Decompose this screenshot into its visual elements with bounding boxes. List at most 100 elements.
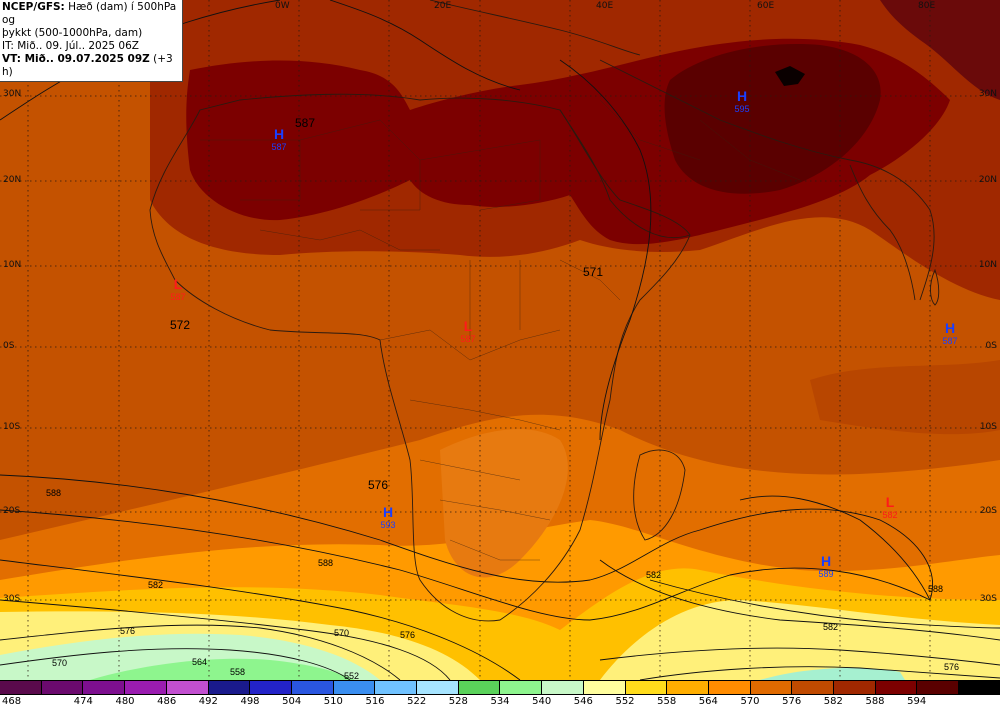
lat-label-right-20n: 20N <box>978 175 997 185</box>
lon-label-20e: 20E <box>434 1 452 11</box>
low-value: 587 <box>170 292 186 302</box>
lat-lon-grid <box>0 0 1000 680</box>
high-center-arabia: H 595 <box>727 88 757 114</box>
legend-tick-label: 546 <box>573 696 593 707</box>
legend-tick-label: 588 <box>865 696 885 707</box>
legend-tick-label: 582 <box>823 696 843 707</box>
lon-label-60e: 60E <box>757 1 775 11</box>
lat-label-right-30n: 30N <box>978 89 997 99</box>
high-center-sahara: H 587 <box>264 126 294 152</box>
legend-tick-label: 522 <box>407 696 427 707</box>
thickness-band-552-east <box>600 600 1000 680</box>
lon-label-80e: 80E <box>918 1 936 11</box>
lat-label-20n: 20N <box>3 175 22 185</box>
legend-tick-label: 474 <box>73 696 93 707</box>
legend-swatch <box>41 681 84 694</box>
lon-label-0w: 0W <box>275 1 290 11</box>
low-letter: L <box>463 318 473 334</box>
legend-swatch <box>0 681 42 694</box>
thickness-label: 571 <box>583 265 604 279</box>
thickness-label: 587 <box>295 116 316 130</box>
map-info-box: NCEP/GFS: Hæð (dam) í 500hPa og þykkt (5… <box>0 0 183 82</box>
contour-label: 558 <box>230 667 246 677</box>
thickness-band-570-interior <box>440 429 568 578</box>
high-center-namibia: H 593 <box>373 504 403 530</box>
legend-swatch <box>375 681 418 694</box>
legend-tick-label: 558 <box>657 696 677 707</box>
legend-tick-label: 486 <box>157 696 177 707</box>
coastlines <box>149 0 940 622</box>
legend-swatch <box>291 681 334 694</box>
thickness-band-576-east <box>810 360 1000 435</box>
legend-swatch <box>458 681 501 694</box>
legend-swatch <box>750 681 793 694</box>
high-value: 595 <box>734 104 750 114</box>
thickness-band-540 <box>90 658 355 680</box>
lon-label-40e: 40E <box>596 1 614 11</box>
info-title: NCEP/GFS: Hæð (dam) í 500hPa og <box>2 1 177 26</box>
low-value: 587 <box>460 334 476 344</box>
low-center-south-indian: L 582 <box>875 494 905 520</box>
legend-tick-label: 510 <box>323 696 343 707</box>
lat-label-10s: 10S <box>3 422 21 432</box>
contour-label: 582 <box>148 580 164 590</box>
legend-swatch <box>625 681 668 694</box>
lat-label-right-10s: 10S <box>979 422 997 432</box>
info-title-rest: Hæð (dam) í 500hPa og <box>2 1 177 26</box>
contour-label: 570 <box>52 658 68 668</box>
contour-label: 576 <box>400 630 416 640</box>
legend-swatch <box>667 681 709 694</box>
legend-swatch <box>166 681 209 694</box>
legend-tick-label: 528 <box>448 696 468 707</box>
lat-label-30n: 30N <box>3 89 22 99</box>
legend-swatch <box>583 681 626 694</box>
high-value: 587 <box>942 336 958 346</box>
legend-swatch <box>417 681 459 694</box>
low-center-central-africa: L 587 <box>453 318 483 344</box>
contour-label: 582 <box>823 622 839 632</box>
legend-tick-label: 594 <box>907 696 927 707</box>
lat-label-right-20s: 20S <box>979 506 997 516</box>
low-letter: L <box>173 276 183 292</box>
low-value: 582 <box>882 510 898 520</box>
lat-label-20s: 20S <box>3 506 21 516</box>
high-letter: H <box>736 88 748 104</box>
info-valid-time: VT: Mið.. 09.07.2025 09Z (+3 h) <box>2 53 180 79</box>
contour-label: 588 <box>928 584 944 594</box>
legend-tick-label: 570 <box>740 696 760 707</box>
legend-swatch <box>500 681 543 694</box>
legend-tick-label: 552 <box>615 696 635 707</box>
info-subtitle: þykkt (500-1000hPa, dam) <box>2 27 143 39</box>
high-center-mascarene: H 589 <box>811 553 841 579</box>
legend-swatch <box>250 681 292 694</box>
legend-swatch <box>208 681 251 694</box>
country-borders <box>200 99 801 561</box>
legend-tick-label: 480 <box>115 696 135 707</box>
legend-tick-label: 504 <box>282 696 302 707</box>
high-value: 589 <box>818 569 834 579</box>
contour-label: 576 <box>120 626 136 636</box>
contour-label: 552 <box>344 671 360 681</box>
thickness-field <box>0 0 1000 680</box>
weather-map <box>0 0 1000 680</box>
legend-swatches <box>0 680 1000 695</box>
legend-tick-label: 492 <box>198 696 218 707</box>
legend-ticks: 468 474 480 486 492 498 504 510 516 522 528 534 540 5… <box>0 695 1000 710</box>
low-letter: L <box>885 494 895 510</box>
high-letter: H <box>944 320 956 336</box>
legend-tick-label: 540 <box>532 696 552 707</box>
legend-tick-label: 468 <box>2 696 22 707</box>
lat-label-30s: 30S <box>3 594 21 604</box>
legend-swatch <box>792 681 835 694</box>
thickness-band-594 <box>664 44 881 194</box>
contour-label: 582 <box>646 570 662 580</box>
lat-label-10n: 10N <box>3 260 22 270</box>
legend-swatch <box>959 681 1000 694</box>
contour-label: 588 <box>318 558 334 568</box>
lat-label-right-10n: 10N <box>978 260 997 270</box>
legend-swatch <box>917 681 960 694</box>
contour-label: 564 <box>192 657 208 667</box>
thickness-label: 576 <box>368 478 389 492</box>
thickness-band-594-northeast <box>880 0 1000 100</box>
legend-swatch <box>542 681 584 694</box>
